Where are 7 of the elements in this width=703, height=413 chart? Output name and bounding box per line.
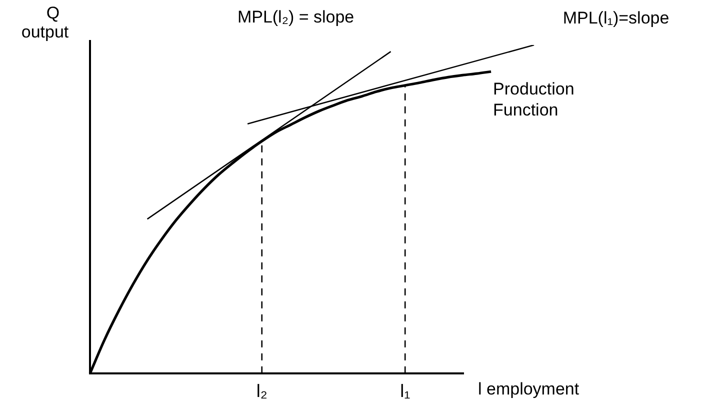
text: MPL(l₂) = slope [237, 7, 354, 26]
x-tick-label: l₂ [256, 381, 268, 402]
x-tick-label: l₁ [400, 381, 410, 402]
series-label: MPL(l₁)=slope [562, 8, 670, 28]
x-axis-title: l employment [478, 380, 580, 399]
y-axis-title: Q output [21, 4, 69, 42]
series-label: Production Function [493, 79, 574, 120]
